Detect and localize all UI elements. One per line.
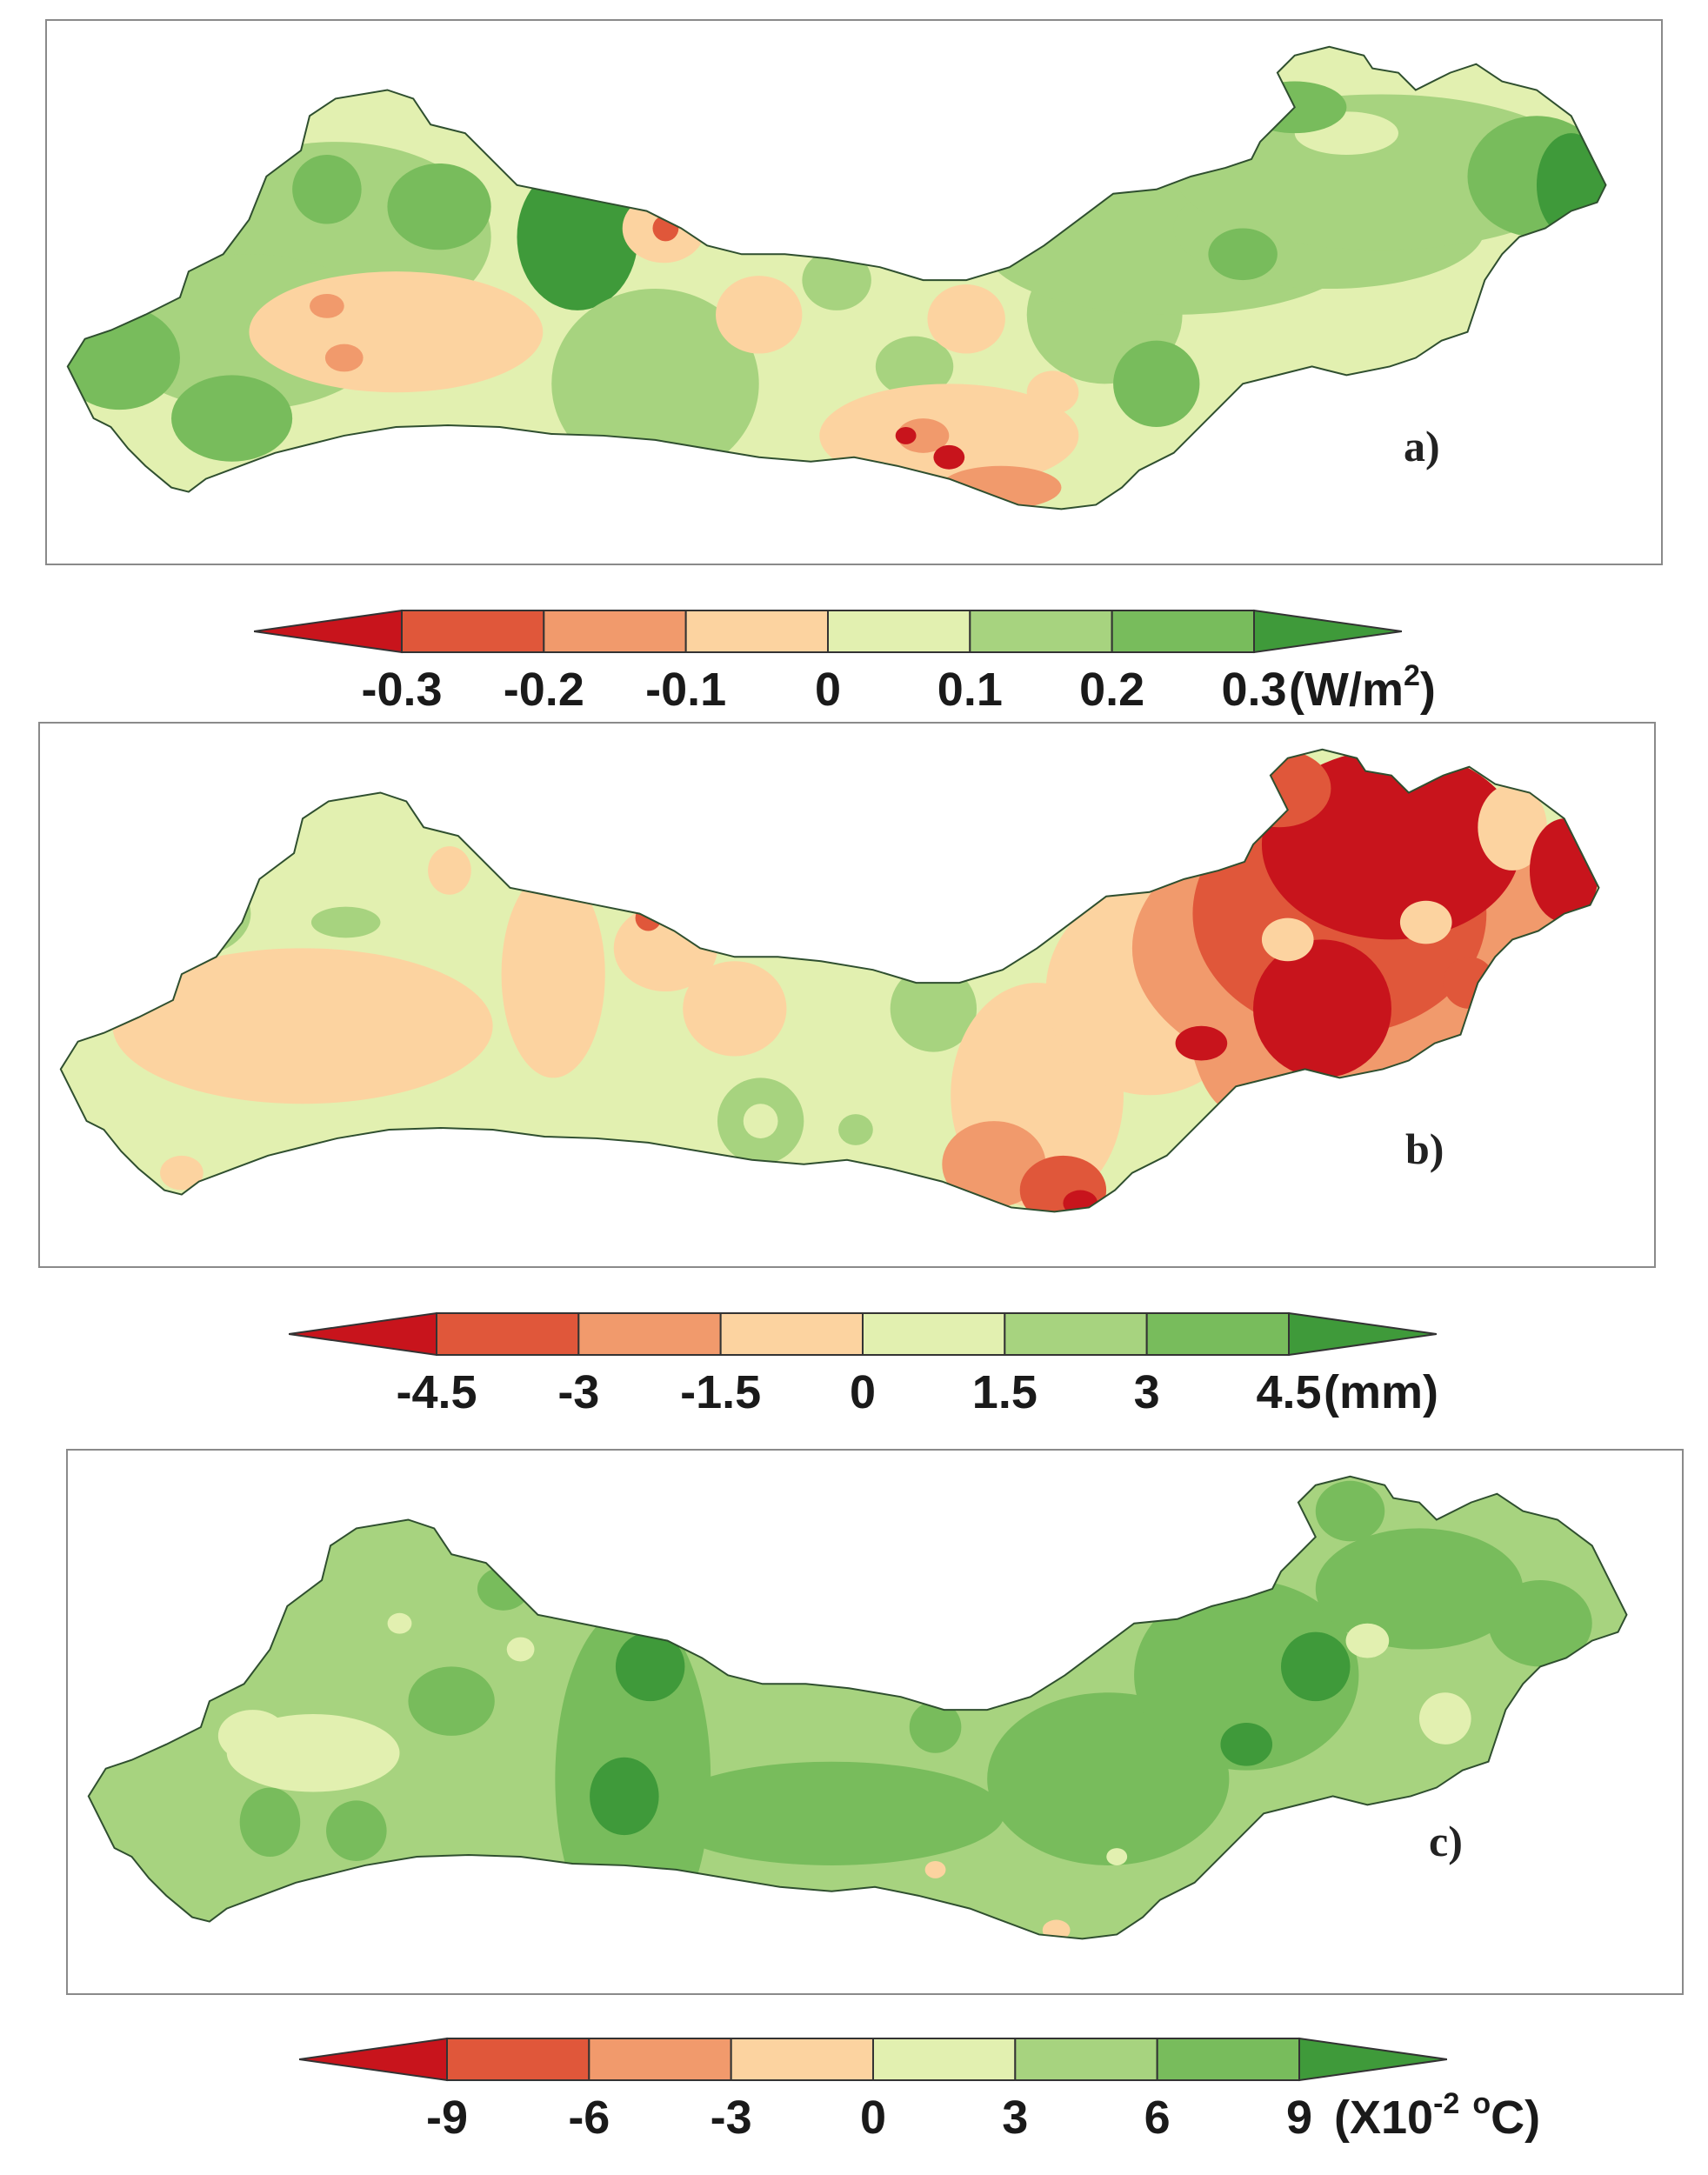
colorbar-tick-label: -0.2 bbox=[503, 664, 584, 716]
colorbar-tick-label: 0 bbox=[859, 2092, 887, 2144]
colorbar-tick-label: 3 bbox=[1133, 1366, 1160, 1418]
colorbar-segment bbox=[446, 2038, 590, 2081]
colorbar-arrow-high bbox=[1298, 2037, 1447, 2082]
colorbar-tick-label: -3 bbox=[710, 2092, 752, 2144]
colorbar-arrow-high bbox=[1288, 1311, 1437, 1357]
colorbar-unit-label: (X10-2 oC) bbox=[1334, 2087, 1541, 2144]
colorbar-tick-label: 0.3 bbox=[1221, 664, 1287, 716]
colorbar-segment bbox=[1145, 1312, 1291, 1356]
colorbar-segment bbox=[872, 2038, 1017, 2081]
map-c bbox=[87, 1475, 1628, 1940]
colorbar-segment bbox=[1156, 2038, 1301, 2081]
colorbar-tick-label: -4.5 bbox=[396, 1366, 477, 1418]
region-outline-c bbox=[87, 1475, 1628, 1940]
colorbar-segment bbox=[436, 1312, 580, 1356]
map-b bbox=[59, 748, 1600, 1213]
colorbar-segment bbox=[577, 1312, 722, 1356]
colorbar-graphic bbox=[299, 2037, 1447, 2082]
region-outline-a bbox=[66, 45, 1607, 510]
colorbar-arrow-low bbox=[254, 609, 403, 654]
colorbar-tick-label: -1.5 bbox=[680, 1366, 762, 1418]
colorbar-unit-label: (W/m2) bbox=[1289, 659, 1436, 716]
colorbar-segment bbox=[827, 610, 971, 653]
panel-label-c: c) bbox=[1429, 1817, 1463, 1865]
map-panel-b: b) bbox=[38, 722, 1656, 1268]
colorbar-tick-label: -0.3 bbox=[361, 664, 443, 716]
colorbar-segment bbox=[969, 610, 1113, 653]
colorbar-segment bbox=[730, 2038, 874, 2081]
colorbar-segment bbox=[1004, 1312, 1148, 1356]
colorbar-segment bbox=[588, 2038, 732, 2081]
colorbar-tick-label: -3 bbox=[557, 1366, 600, 1418]
colorbar-segment bbox=[1111, 610, 1256, 653]
colorbar-segment bbox=[401, 610, 545, 653]
panel-label-a: a) bbox=[1404, 422, 1440, 470]
map-a bbox=[66, 45, 1607, 510]
colorbar-segment bbox=[862, 1312, 1006, 1356]
colorbar-tick-label: 4.5 bbox=[1256, 1366, 1322, 1418]
colorbar-tick-label: -0.1 bbox=[645, 664, 727, 716]
colorbar-tick-label: 9 bbox=[1285, 2092, 1313, 2144]
colorbar-tick-label: 0.1 bbox=[937, 664, 1003, 716]
region-shape-c bbox=[88, 1476, 1627, 1939]
map-panel-c: c) bbox=[66, 1449, 1684, 1995]
colorbar-segment bbox=[1014, 2038, 1158, 2081]
colorbar-arrow-low bbox=[299, 2037, 448, 2082]
colorbar-arrow-high bbox=[1253, 609, 1402, 654]
colorbar-tick-label: 0 bbox=[849, 1366, 877, 1418]
colorbar-tick-label: 0 bbox=[814, 664, 842, 716]
colorbar-tick-label: 6 bbox=[1144, 2092, 1171, 2144]
colorbar-segment bbox=[719, 1312, 864, 1356]
colorbar-c: -9 -6 -3 0 3 6 9 (X10-2 oC) bbox=[299, 2026, 1540, 2144]
panel-label-b: b) bbox=[1405, 1124, 1444, 1173]
colorbar-tick-label: 0.2 bbox=[1079, 664, 1145, 716]
colorbar-a: -0.3 -0.2 -0.1 0 0.1 0.2 0.3 (W/m2) bbox=[254, 598, 1436, 716]
map-panel-a: a) bbox=[45, 19, 1663, 565]
colorbar-unit-label: (mm) bbox=[1324, 1366, 1438, 1418]
colorbar-graphic bbox=[289, 1311, 1437, 1357]
colorbar-arrow-low bbox=[289, 1311, 437, 1357]
colorbar-graphic bbox=[254, 609, 1402, 654]
colorbar-tick-label: -6 bbox=[568, 2092, 610, 2144]
colorbar-b: -4.5 -3 -1.5 0 1.5 3 4.5 (mm) bbox=[289, 1301, 1438, 1418]
colorbar-tick-label: -9 bbox=[425, 2092, 469, 2144]
colorbar-segment bbox=[543, 610, 687, 653]
region-outline-b bbox=[59, 748, 1600, 1213]
colorbar-tick-label: 1.5 bbox=[971, 1366, 1037, 1418]
field-c bbox=[217, 1480, 1592, 1939]
colorbar-tick-label: 3 bbox=[1002, 2092, 1029, 2144]
colorbar-segment bbox=[684, 610, 829, 653]
